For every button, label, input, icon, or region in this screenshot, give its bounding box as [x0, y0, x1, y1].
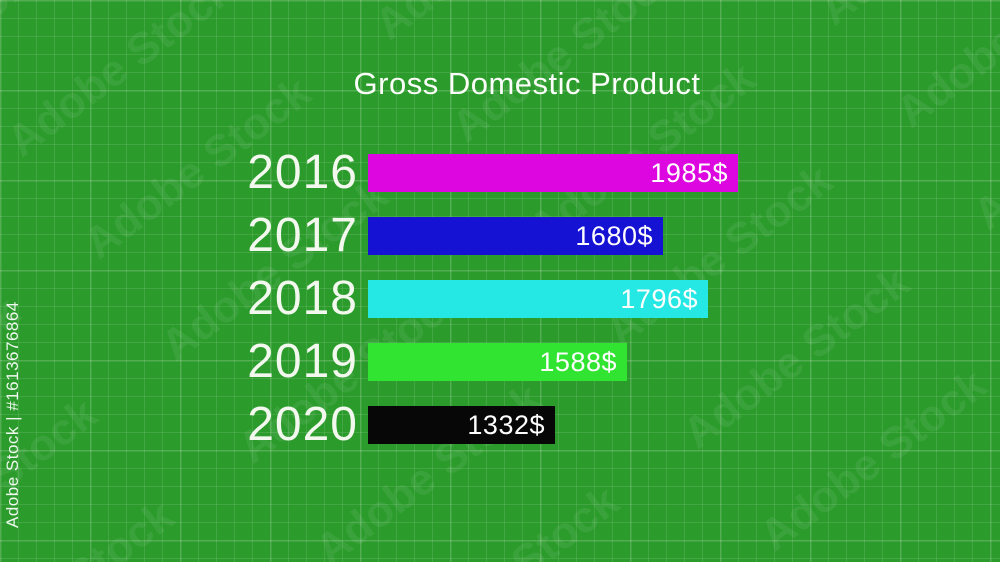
value-label: 1796$ [620, 283, 698, 314]
bar-2020: 1332$ [368, 406, 555, 444]
category-label: 2018 [247, 272, 358, 325]
category-label: 2017 [247, 209, 358, 262]
adobe-stock-watermark-text: Adobe Stock [0, 0, 166, 65]
category-label: 2020 [247, 398, 358, 451]
adobe-stock-watermark-text: Adobe Stock [887, 0, 1000, 138]
bar-2017: 1680$ [368, 217, 663, 255]
bar-2016: 1985$ [368, 154, 738, 192]
value-label: 1680$ [575, 220, 653, 251]
category-label: 2016 [247, 146, 358, 199]
value-label: 1332$ [467, 409, 545, 440]
bar-2019: 1588$ [368, 343, 627, 381]
bar-2018: 1796$ [368, 280, 708, 318]
adobe-stock-watermark-text: Adobe Stock [366, 0, 611, 50]
adobe-stock-watermark-text: Adobe Stock [0, 0, 243, 167]
bar-rows: 2016 1985$ 2017 1680$ 2018 1796$ 2019 15… [0, 146, 738, 469]
bar-row: 2017 1680$ [0, 209, 738, 262]
adobe-stock-watermark-text: Adobe Stock [383, 476, 628, 562]
value-label: 1588$ [539, 346, 617, 377]
chart-title: Gross Domestic Product [353, 66, 701, 101]
bar-row: 2020 1332$ [0, 398, 738, 451]
adobe-stock-watermark-text: Adobe Stock [751, 359, 996, 561]
bar-row: 2016 1985$ [0, 146, 738, 199]
adobe-stock-watermark-text: Adobe Stock [0, 491, 184, 562]
category-label: 2019 [247, 335, 358, 388]
bar-row: 2019 1588$ [0, 335, 738, 388]
bar-row: 2018 1796$ [0, 272, 738, 325]
adobe-stock-watermark-text: Adobe Stock [964, 38, 1000, 240]
adobe-stock-watermark-text: Adobe Stock [811, 0, 1000, 36]
value-label: 1985$ [650, 157, 728, 188]
